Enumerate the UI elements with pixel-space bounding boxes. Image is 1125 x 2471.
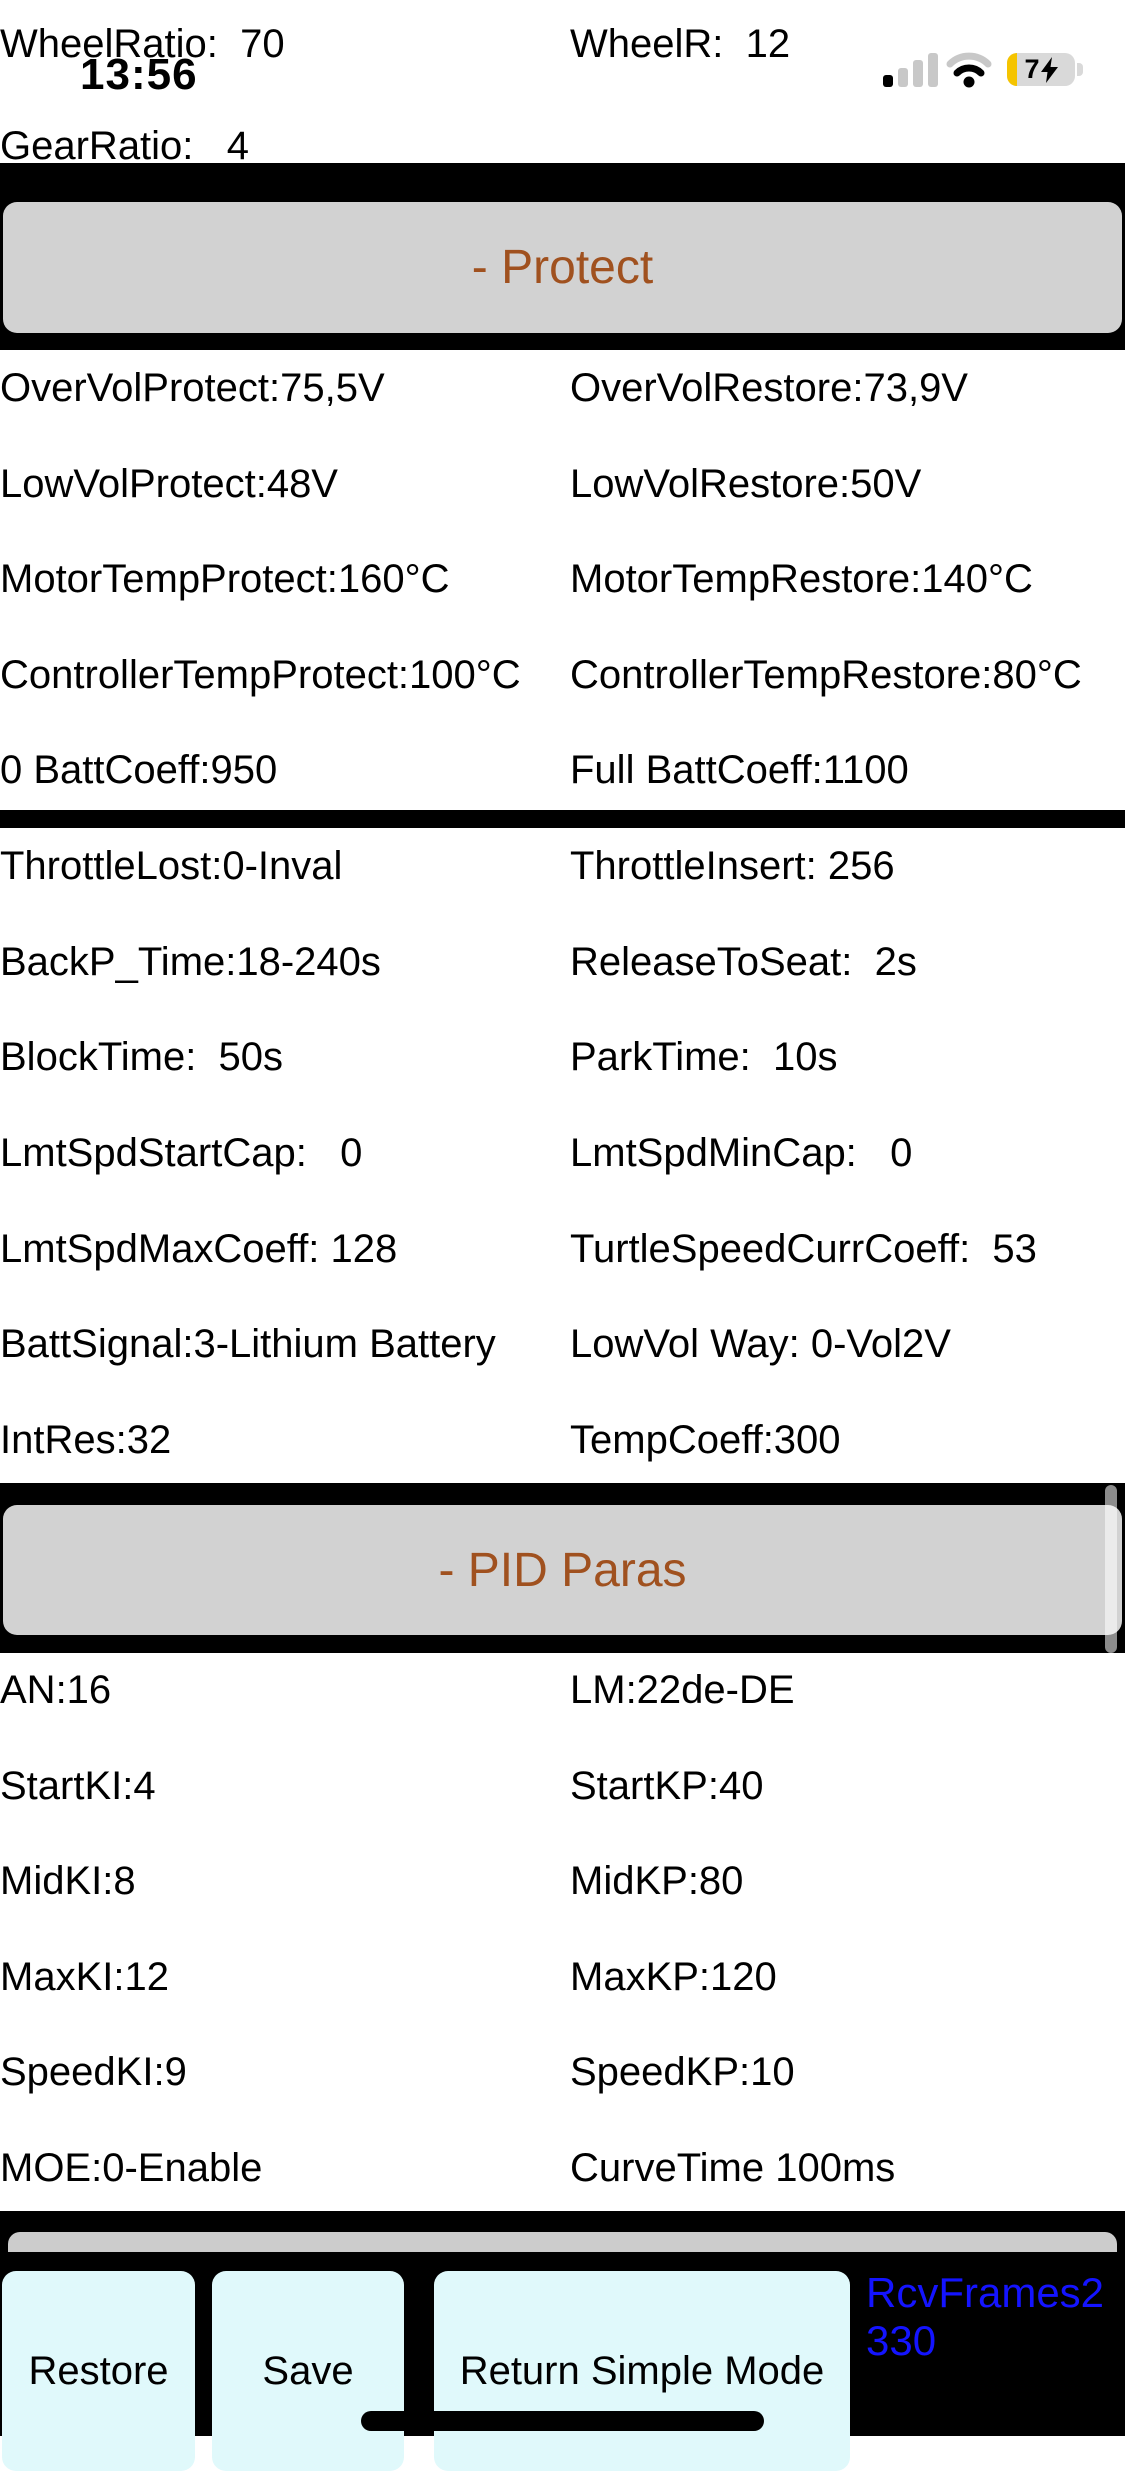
param-midki[interactable]: MidKI:8 [0, 1859, 136, 1903]
param-lmtspdstartcap[interactable]: LmtSpdStartCap: 0 [0, 1131, 363, 1175]
param-throttleinsert[interactable]: ThrottleInsert: 256 [570, 844, 895, 888]
param-tempcoeff[interactable]: TempCoeff:300 [570, 1418, 841, 1462]
param-row: BattSignal:3-Lithium Battery LowVol Way:… [0, 1320, 1125, 1368]
param-midkp[interactable]: MidKP:80 [570, 1859, 744, 1903]
param-overvolrestore[interactable]: OverVolRestore:73,9V [570, 366, 968, 410]
param-startkp[interactable]: StartKP:40 [570, 1764, 764, 1808]
cellular-signal-icon [883, 53, 939, 87]
param-battsignal[interactable]: BattSignal:3-Lithium Battery [0, 1322, 496, 1366]
param-gearratio[interactable]: GearRatio: 4 [0, 124, 250, 168]
param-backptime[interactable]: BackP_Time:18-240s [0, 940, 381, 984]
param-motortemprestore[interactable]: MotorTempRestore:140°C [570, 557, 1033, 601]
param-row: MidKI:8 MidKP:80 [0, 1857, 1125, 1905]
param-row: OverVolProtect:75,5V OverVolRestore:73,9… [0, 364, 1125, 412]
param-row: LmtSpdMaxCoeff: 128 TurtleSpeedCurrCoeff… [0, 1225, 1125, 1273]
param-row: MaxKI:12 MaxKP:120 [0, 1953, 1125, 2001]
param-row: StartKI:4 StartKP:40 [0, 1762, 1125, 1810]
param-row: GearRatio: 4 [0, 122, 1125, 170]
param-row: ThrottleLost:0-Inval ThrottleInsert: 256 [0, 842, 1125, 890]
param-lowvolprotect[interactable]: LowVolProtect:48V [0, 462, 338, 506]
param-wheelr[interactable]: WheelR: 12 [570, 22, 791, 66]
wifi-icon [946, 50, 992, 93]
param-speedkp[interactable]: SpeedKP:10 [570, 2050, 795, 2094]
param-an[interactable]: AN:16 [0, 1668, 112, 1712]
param-motortempprotect[interactable]: MotorTempProtect:160°C [0, 557, 450, 601]
param-maxkp[interactable]: MaxKP:120 [570, 1955, 777, 1999]
protect-band: - Protect [0, 163, 1125, 350]
param-0battcoeff[interactable]: 0 BattCoeff:950 [0, 748, 278, 792]
section-divider [0, 810, 1125, 828]
param-throttlelost[interactable]: ThrottleLost:0-Inval [0, 844, 343, 888]
param-speedki[interactable]: SpeedKI:9 [0, 2050, 187, 2094]
param-curvetime[interactable]: CurveTime 100ms [570, 2146, 896, 2190]
param-startki[interactable]: StartKI:4 [0, 1764, 156, 1808]
param-row: AN:16 LM:22de-DE [0, 1666, 1125, 1714]
param-fullbattcoeff[interactable]: Full BattCoeff:1100 [570, 748, 909, 792]
protect-section-header[interactable]: - Protect [3, 202, 1122, 333]
param-lmtspdmincap[interactable]: LmtSpdMinCap: 0 [570, 1131, 913, 1175]
next-section-header-clipped [8, 2232, 1117, 2252]
param-turtlespeedcurrcoeff[interactable]: TurtleSpeedCurrCoeff: 53 [570, 1227, 1037, 1271]
param-wheelratio[interactable]: WheelRatio: 70 [0, 22, 285, 66]
param-row: LowVolProtect:48V LowVolRestore:50V [0, 460, 1125, 508]
param-releasetoseat[interactable]: ReleaseToSeat: 2s [570, 940, 917, 984]
param-maxki[interactable]: MaxKI:12 [0, 1955, 169, 1999]
param-blocktime[interactable]: BlockTime: 50s [0, 1035, 284, 1079]
footer-bar: Restore Save Return Simple Mode RcvFrame… [0, 2211, 1125, 2471]
param-row: 0 BattCoeff:950 Full BattCoeff:1100 [0, 746, 1125, 794]
battery-fill [1007, 53, 1017, 86]
param-row: IntRes:32 TempCoeff:300 [0, 1416, 1125, 1464]
param-row: MOE:0-Enable CurveTime 100ms [0, 2144, 1125, 2192]
param-row: SpeedKI:9 SpeedKP:10 [0, 2048, 1125, 2096]
pid-section-header[interactable]: - PID Paras [3, 1505, 1122, 1635]
param-lm[interactable]: LM:22de-DE [570, 1668, 795, 1712]
charging-bolt-icon [1040, 56, 1058, 83]
param-row: MotorTempProtect:160°C MotorTempRestore:… [0, 555, 1125, 603]
param-row: WheelRatio: 70 WheelR: 12 [0, 20, 1125, 68]
param-controllertemprestore[interactable]: ControllerTempRestore:80°C [570, 653, 1082, 697]
battery-nub [1077, 63, 1083, 76]
save-button[interactable]: Save [212, 2271, 404, 2471]
restore-button[interactable]: Restore [2, 2271, 195, 2471]
home-indicator[interactable] [361, 2411, 764, 2431]
param-parktime[interactable]: ParkTime: 10s [570, 1035, 838, 1079]
param-row: LmtSpdStartCap: 0 LmtSpdMinCap: 0 [0, 1129, 1125, 1177]
return-simple-mode-button[interactable]: Return Simple Mode [434, 2271, 850, 2471]
param-lmtspdmaxcoeff[interactable]: LmtSpdMaxCoeff: 128 [0, 1227, 398, 1271]
param-moe[interactable]: MOE:0-Enable [0, 2146, 263, 2190]
param-controllertempprotect[interactable]: ControllerTempProtect:100°C [0, 653, 521, 697]
pid-band: - PID Paras [0, 1483, 1125, 1653]
status-bar-time: 13:56 [80, 50, 198, 99]
rcv-frames-counter: RcvFrames2330 [866, 2269, 1105, 2364]
param-row: BlockTime: 50s ParkTime: 10s [0, 1033, 1125, 1081]
param-row: BackP_Time:18-240s ReleaseToSeat: 2s [0, 938, 1125, 986]
param-overvolprotect[interactable]: OverVolProtect:75,5V [0, 366, 385, 410]
param-lowvolrestore[interactable]: LowVolRestore:50V [570, 462, 922, 506]
battery-percent: 7 [1024, 54, 1040, 84]
scrollbar[interactable] [1105, 1485, 1117, 1653]
param-lowvolway[interactable]: LowVol Way: 0-Vol2V [570, 1322, 951, 1366]
param-intres[interactable]: IntRes:32 [0, 1418, 172, 1462]
param-row: ControllerTempProtect:100°C ControllerTe… [0, 651, 1125, 699]
battery-icon: 7 [1007, 53, 1075, 86]
